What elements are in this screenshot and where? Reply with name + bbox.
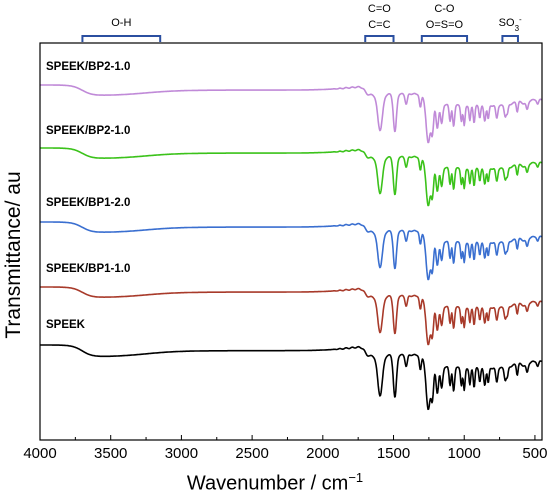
x-axis-title: Wavenumber / cm xyxy=(186,472,349,495)
series-line xyxy=(39,286,542,346)
y-axis-title: Transmittance/ au xyxy=(2,171,25,339)
x-tick-label: 1500 xyxy=(377,445,410,462)
x-tick-label: 500 xyxy=(522,445,547,462)
band-bracket xyxy=(81,35,162,42)
series-line xyxy=(39,147,542,207)
y-axis-title-box: Transmittance/ au xyxy=(2,85,26,425)
x-axis-title-exponent: −1 xyxy=(348,470,364,485)
x-tick-label: 2500 xyxy=(235,445,268,462)
series-label: SPEEK/BP2-1.0 xyxy=(46,61,130,73)
band-label: O-H xyxy=(111,17,131,29)
x-tick-label: 4000 xyxy=(23,445,56,462)
x-tick-label: 3500 xyxy=(94,445,127,462)
series-line xyxy=(39,221,542,281)
series-label: SPEEK/BP1-1.0 xyxy=(46,263,130,275)
x-axis-title-box: Wavenumber / cm−1 xyxy=(0,470,550,496)
band-annotations: O-H C=O C=C C-O O=S=O SO3- xyxy=(81,3,522,42)
band-label: C=O xyxy=(368,3,391,15)
band-label-2: O=S=O xyxy=(426,19,464,31)
band-label: C-O xyxy=(434,3,455,15)
band-label: SO3- xyxy=(499,15,522,33)
series-line xyxy=(39,84,542,144)
series-line xyxy=(39,344,542,411)
x-tick-label: 3000 xyxy=(165,445,198,462)
x-tick-label: 2000 xyxy=(306,445,339,462)
x-tick-label: 1000 xyxy=(448,445,481,462)
band-bracket xyxy=(420,35,469,42)
band-label-2: C=C xyxy=(368,19,390,31)
series-label: SPEEK xyxy=(46,319,86,331)
spectra-series xyxy=(39,84,542,411)
band-bracket xyxy=(501,35,519,42)
x-axis: 4000 3500 3000 2500 2000 1500 1000 500 xyxy=(23,435,547,462)
plot-frame xyxy=(39,42,543,441)
series-labels: SPEEK/BP2-1.0 SPEEK/BP2-1.0 SPEEK/BP1-2.0 S… xyxy=(46,61,130,331)
series-label: SPEEK/BP1-2.0 xyxy=(46,197,130,209)
band-bracket xyxy=(364,35,395,42)
series-label: SPEEK/BP2-1.0 xyxy=(46,125,130,137)
